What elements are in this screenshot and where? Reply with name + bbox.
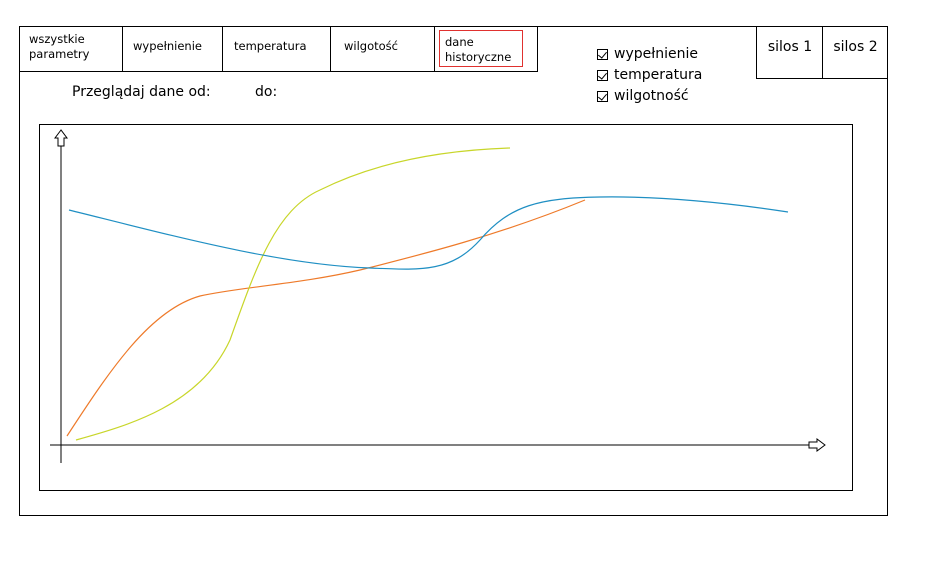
tab-label: temperatura	[234, 39, 307, 53]
x-axis-arrow-icon	[808, 438, 826, 452]
tab-label: historyczne	[445, 50, 512, 64]
tab-label: wypełnienie	[133, 39, 202, 53]
series-line-orange	[66, 199, 586, 437]
checkbox-temperature[interactable]: temperatura	[597, 65, 702, 86]
active-tab-highlight: dane historyczne	[439, 30, 523, 67]
checkbox-label: temperatura	[614, 67, 703, 83]
silo-1-button[interactable]: silos 1	[756, 26, 823, 79]
silo-label: silos 1	[767, 39, 813, 55]
series-checkbox-list: wypełnienie temperatura wilgotność	[597, 44, 702, 107]
checkbox-checked-icon[interactable]	[597, 49, 608, 60]
date-from-label: Przeglądaj dane od:	[72, 84, 211, 100]
series-line-blue	[68, 196, 789, 270]
tab-humidity[interactable]: wilgotość	[331, 26, 435, 72]
tab-temperature[interactable]: temperatura	[223, 26, 331, 72]
tab-label: parametry	[29, 47, 90, 61]
tab-label: wilgotość	[344, 39, 398, 53]
checkbox-fill[interactable]: wypełnienie	[597, 44, 702, 65]
date-to-label: do:	[255, 84, 278, 100]
y-axis-arrow-icon	[54, 129, 68, 147]
tab-all-parameters[interactable]: wszystkie parametry	[19, 26, 123, 72]
tab-label: dane	[445, 35, 474, 49]
checkbox-humidity[interactable]: wilgotność	[597, 86, 702, 107]
chart-panel	[39, 124, 853, 491]
checkbox-checked-icon[interactable]	[597, 91, 608, 102]
silo-2-button[interactable]: silos 2	[822, 26, 888, 79]
silo-label: silos 2	[833, 39, 878, 55]
tab-label: wszystkie	[29, 32, 85, 46]
app-frame	[19, 26, 888, 516]
tab-fill[interactable]: wypełnienie	[123, 26, 223, 72]
tab-historical-data[interactable]: dane historyczne	[435, 26, 538, 72]
checkbox-label: wilgotność	[614, 88, 689, 104]
checkbox-label: wypełnienie	[614, 46, 698, 62]
series-line-yellow-green	[75, 147, 511, 441]
checkbox-checked-icon[interactable]	[597, 70, 608, 81]
